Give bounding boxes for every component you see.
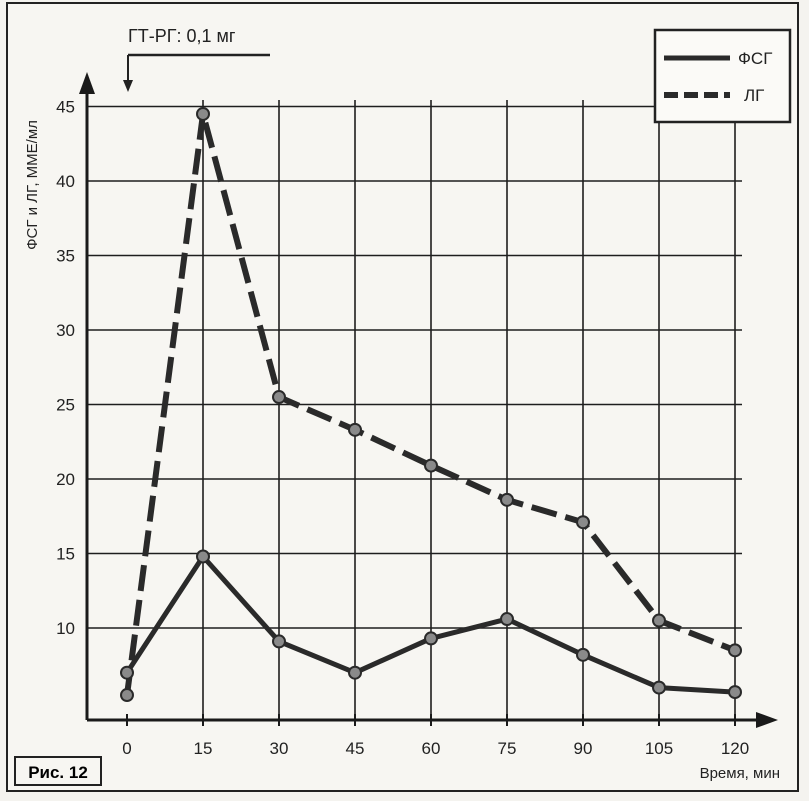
x-tick-label: 105	[645, 739, 673, 758]
x-tick-label: 120	[721, 739, 749, 758]
x-tick-label: 75	[498, 739, 517, 758]
y-tick-label: 15	[56, 545, 75, 564]
data-point-lg	[424, 458, 438, 473]
data-points	[120, 106, 742, 703]
figure-frame	[6, 2, 799, 792]
y-tick-label: 10	[56, 619, 75, 638]
x-tick-label: 0	[122, 739, 131, 758]
injection-annotation: ГТ-РГ: 0,1 мг	[123, 26, 270, 92]
y-tick-label: 30	[56, 321, 75, 340]
x-tick-label: 90	[574, 739, 593, 758]
data-point-lg	[652, 613, 666, 628]
y-tick-label: 25	[56, 396, 75, 415]
data-point-fsg	[652, 680, 666, 695]
data-point-lg	[196, 106, 210, 121]
series-line-lg	[124, 110, 737, 696]
x-tick-label: 30	[270, 739, 289, 758]
data-point-fsg	[424, 631, 438, 646]
legend-label-fsg: ФСГ	[738, 49, 772, 68]
y-axis-arrow-icon	[79, 72, 95, 94]
annotation-arrow-icon	[123, 80, 133, 92]
data-point-fsg	[196, 549, 210, 564]
legend-label-lg: ЛГ	[744, 86, 764, 105]
y-tick-label: 40	[56, 172, 75, 191]
legend: ФСГ ЛГ	[653, 28, 792, 124]
annotation-text: ГТ-РГ: 0,1 мг	[128, 26, 236, 46]
y-axis-label: ФСГ и ЛГ, ММЕ/мл	[24, 120, 41, 250]
data-point-lg	[120, 688, 134, 703]
data-point-lg	[348, 422, 362, 437]
figure-label: Рис. 12	[14, 756, 102, 786]
x-tick-label: 15	[194, 739, 213, 758]
data-point-fsg	[120, 665, 134, 680]
data-point-fsg	[500, 612, 514, 627]
y-tick-label: 35	[56, 247, 75, 266]
data-point-lg	[576, 515, 590, 530]
data-point-fsg	[576, 647, 590, 662]
y-tick-label: 45	[56, 98, 75, 117]
data-point-lg	[728, 643, 742, 658]
y-tick-label: 20	[56, 470, 75, 489]
data-point-lg	[500, 492, 514, 507]
axes	[79, 72, 778, 728]
data-point-fsg	[348, 665, 362, 680]
data-point-lg	[272, 390, 286, 405]
x-tick-label: 60	[422, 739, 441, 758]
data-point-fsg	[272, 634, 286, 649]
x-tick-label: 45	[346, 739, 365, 758]
grid	[87, 100, 742, 720]
legend-box	[653, 28, 792, 124]
data-point-fsg	[728, 685, 742, 700]
tick-labels: 0 15 30 45 60 75 90 105 120 10 15 20 25 30 35 40 45	[56, 98, 749, 759]
x-axis-arrow-icon	[756, 712, 778, 728]
x-axis-label: Время, мин	[700, 765, 780, 782]
